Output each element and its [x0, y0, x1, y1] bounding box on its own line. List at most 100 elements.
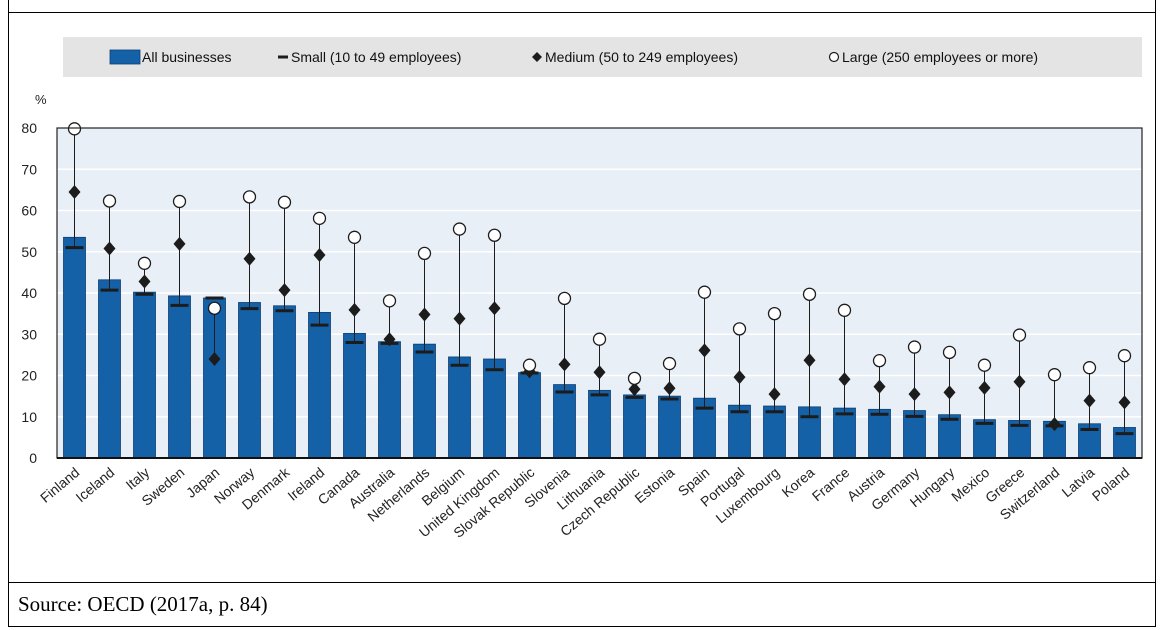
point-large: [977, 358, 992, 372]
x-tick-label-france: France: [809, 464, 853, 504]
point-medium: [418, 307, 431, 322]
point-large: [347, 230, 362, 244]
legend-label-circle: Large (250 employees or more): [842, 49, 1038, 65]
bar-all-businesses: [938, 414, 961, 459]
category-group: [413, 246, 436, 459]
y-tick-label: 50: [21, 244, 37, 260]
point-medium: [838, 372, 851, 387]
category-group: [903, 340, 926, 459]
legend-background: [63, 37, 1142, 77]
category-group: [98, 194, 121, 459]
point-large: [1117, 349, 1132, 363]
legend-label-dash: Small (10 to 49 employees): [291, 49, 461, 65]
point-medium: [1083, 393, 1096, 408]
point-medium: [383, 332, 396, 347]
chart-legend: All businesses Small (10 to 49 employees)…: [63, 37, 1142, 77]
point-large: [802, 287, 817, 301]
category-group: [483, 228, 506, 459]
figure-frame: [8, 0, 1156, 627]
bar-all-businesses: [133, 291, 156, 459]
y-tick-label: 30: [21, 326, 37, 342]
bar-all-businesses: [378, 341, 401, 459]
y-tick-label: 70: [21, 161, 37, 177]
category-group: [168, 194, 191, 459]
category-group: [623, 371, 646, 459]
bar-all-businesses: [483, 358, 506, 459]
category-group: [378, 294, 401, 459]
point-large: [277, 195, 292, 209]
legend-swatch-bar: [109, 49, 141, 65]
point-large: [592, 332, 607, 346]
bar-all-businesses: [448, 356, 471, 459]
point-large: [1082, 361, 1097, 375]
point-medium: [1013, 374, 1026, 389]
point-large: [137, 256, 152, 270]
point-medium: [208, 352, 221, 366]
point-large: [557, 291, 572, 306]
category-group: [273, 195, 296, 459]
point-large: [452, 222, 467, 236]
bar-all-businesses: [413, 343, 436, 459]
bar-all-businesses: [343, 333, 366, 459]
bar-all-businesses: [658, 395, 681, 459]
bar-all-businesses: [98, 279, 121, 459]
oecd-bar-chart: All businesses Small (10 to 49 employees)…: [21, 37, 1143, 541]
category-group: [203, 296, 226, 459]
bar-all-businesses: [763, 405, 786, 459]
point-large: [102, 194, 117, 208]
point-large: [872, 353, 887, 368]
category-group: [728, 322, 751, 459]
legend-swatch-circle: [828, 51, 840, 63]
point-medium: [138, 274, 151, 289]
category-group: [588, 332, 611, 459]
category-group: [973, 358, 996, 459]
bar-all-businesses: [273, 305, 296, 459]
point-medium: [698, 343, 711, 358]
point-large: [732, 322, 747, 336]
point-large: [67, 122, 82, 136]
point-medium: [103, 241, 116, 256]
y-tick-label: 80: [21, 120, 37, 136]
category-group: [518, 358, 541, 459]
point-large: [207, 301, 222, 315]
bar-all-businesses: [518, 372, 541, 459]
y-axis-unit-label: %: [35, 92, 47, 107]
y-tick-label: 20: [21, 368, 37, 384]
category-group: [1113, 349, 1136, 459]
bar-all-businesses: [238, 302, 261, 459]
point-medium: [1118, 395, 1131, 410]
point-medium: [278, 283, 291, 298]
point-medium: [68, 184, 81, 199]
point-large: [487, 228, 502, 242]
category-group: [238, 190, 261, 459]
bar-all-businesses: [168, 295, 191, 459]
point-medium: [488, 301, 501, 316]
point-large: [837, 303, 852, 317]
category-group: [693, 285, 716, 459]
category-group: [63, 122, 86, 459]
category-group: [1008, 328, 1031, 459]
point-medium: [628, 382, 641, 397]
y-tick-label: 60: [21, 203, 37, 219]
y-tick-label: 0: [29, 450, 37, 466]
bar-all-businesses: [623, 394, 646, 459]
point-medium: [173, 236, 186, 251]
point-medium: [978, 380, 991, 395]
bar-all-businesses: [973, 419, 996, 459]
category-group: [868, 353, 891, 459]
point-medium: [663, 381, 676, 396]
point-large: [382, 294, 397, 308]
point-medium: [558, 357, 571, 372]
point-medium: [873, 379, 886, 394]
category-group: [308, 211, 331, 459]
point-large: [172, 194, 187, 209]
point-medium: [768, 387, 781, 402]
point-medium: [803, 353, 816, 368]
bar-all-businesses: [308, 311, 331, 459]
point-medium: [1048, 417, 1061, 432]
category-group: [763, 306, 786, 459]
legend-swatch-diamond: [532, 52, 542, 62]
bar-all-businesses: [63, 236, 86, 459]
point-large: [417, 246, 432, 261]
